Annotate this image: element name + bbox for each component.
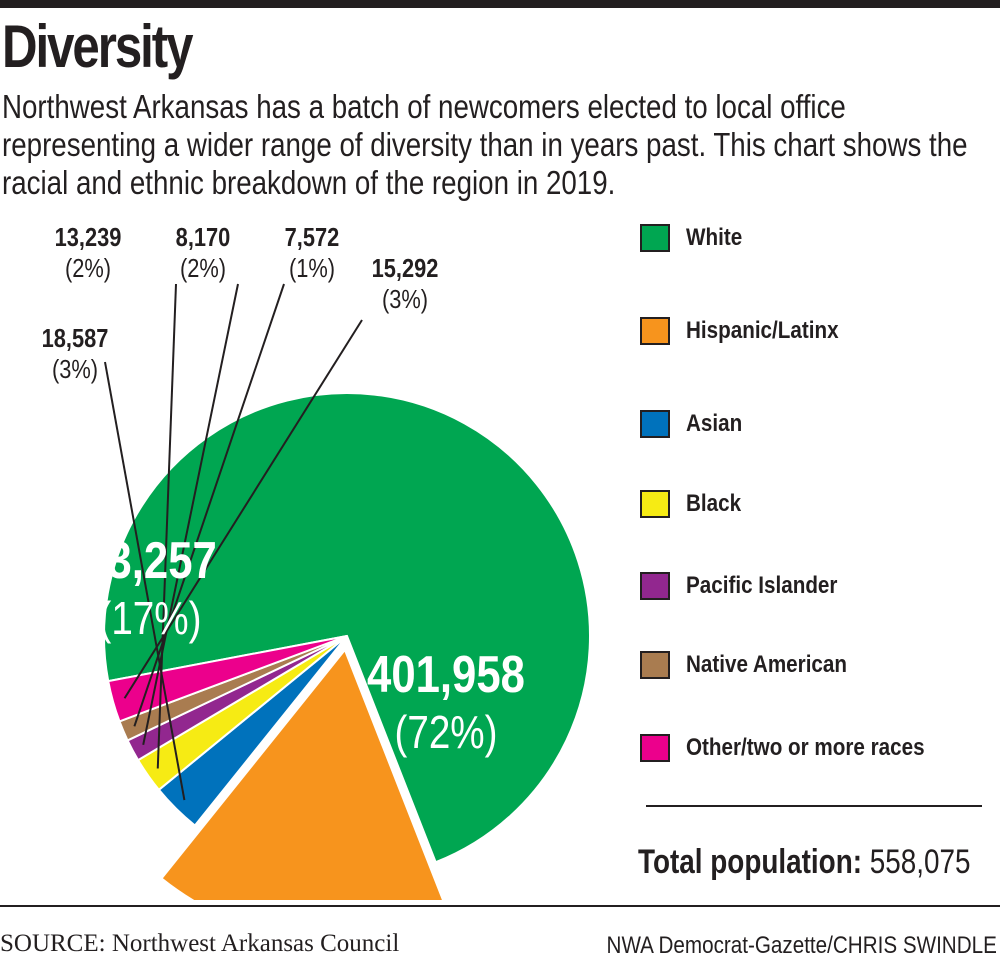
legend-swatch-native-american (640, 651, 670, 679)
data-label-value-native-american: 7,572 (285, 223, 340, 252)
legend-swatch-other (640, 734, 670, 762)
data-label-value-white: 401,958 (367, 647, 525, 704)
leader-line-native-american (133, 283, 285, 727)
legend-label-black: Black (686, 490, 742, 517)
legend-label-native-american: Native American (686, 651, 847, 678)
leader-line-asian (104, 361, 186, 801)
legend-swatch-pacific-islander (640, 572, 670, 600)
data-label-value-black: 13,239 (55, 223, 122, 252)
legend-swatch-asian (640, 410, 670, 438)
legend-divider (646, 805, 982, 807)
legend-label-hispanic: Hispanic/Latinx (686, 317, 839, 344)
data-label-percent-native-american: (1%) (289, 254, 335, 283)
pie-slice-other (107, 635, 348, 723)
legend-swatch-black (640, 490, 670, 518)
data-label-percent-hispanic: (17%) (98, 593, 201, 644)
legend-label-other: Other/two or more races (686, 734, 925, 761)
legend-swatch-hispanic (640, 317, 670, 345)
data-label-percent-other: (3%) (382, 285, 428, 314)
source-note: SOURCE: Northwest Arkansas Council (0, 930, 400, 957)
pie-slice-hispanic (160, 647, 445, 900)
data-label-value-asian: 18,587 (42, 324, 109, 353)
legend-label-asian: Asian (686, 410, 743, 437)
legend-item-pacific-islander: Pacific Islander (640, 570, 862, 602)
leader-line-black (156, 283, 177, 769)
legend-label-white: White (686, 224, 743, 251)
data-label-value-pacific-islander: 8,170 (176, 223, 231, 252)
data-label-percent-white: (72%) (394, 707, 497, 758)
total-population-value: 558,075 (869, 843, 971, 881)
bottom-rule (0, 905, 1000, 907)
data-label-value-hispanic: 93,257 (83, 533, 217, 590)
data-label-percent-asian: (3%) (52, 355, 98, 384)
credit-line: NWA Democrat-Gazette/CHRIS SWINDLE (606, 932, 997, 959)
pie-chart: 401,958(72%)93,257(17%)18,587(3%)13,239(… (42, 223, 591, 900)
legend-label-pacific-islander: Pacific Islander (686, 572, 838, 599)
data-label-percent-pacific-islander: (2%) (180, 254, 226, 283)
leader-line-other (123, 319, 363, 699)
legend-swatch-white (640, 224, 670, 252)
leader-line-pacific-islander (142, 283, 239, 745)
total-population: Total population: 558,075 (638, 843, 971, 882)
top-rule (0, 0, 1000, 8)
legend-item-other: Other/two or more races (640, 732, 963, 764)
data-label-percent-black: (2%) (65, 254, 111, 283)
total-population-label: Total population: (638, 843, 863, 881)
chart-title: Diversity (2, 13, 193, 80)
legend-item-native-american: Native American (640, 649, 873, 681)
legend-item-hispanic: Hispanic/Latinx (640, 315, 863, 347)
data-label-value-other: 15,292 (372, 254, 439, 283)
legend-item-black: Black (640, 488, 750, 520)
legend-item-asian: Asian (640, 408, 751, 440)
chart-subtitle: Northwest Arkansas has a batch of newcom… (2, 88, 968, 201)
legend-item-white: White (640, 222, 751, 254)
